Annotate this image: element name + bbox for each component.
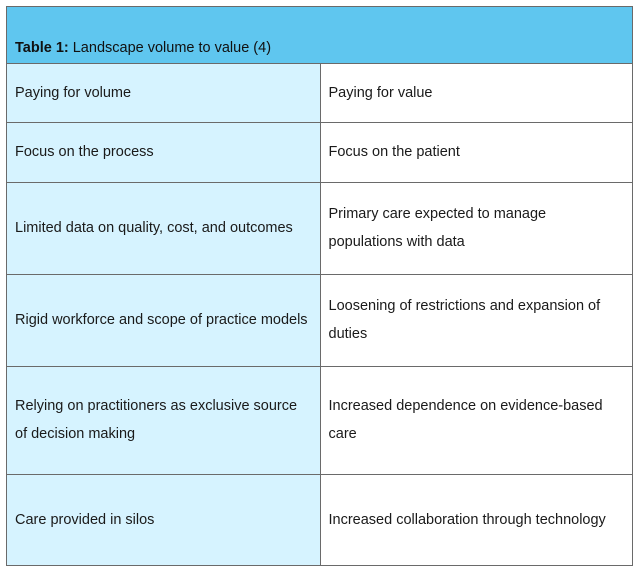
table-row: Relying on practitioners as exclusive so… (7, 366, 632, 475)
value-cell: Loosening of restrictions and expansion … (320, 274, 632, 367)
comparison-table: Table 1: Landscape volume to value (4) P… (6, 6, 633, 566)
value-cell: Primary care expected to manage populati… (320, 182, 632, 275)
value-cell: Increased dependence on evidence-based c… (320, 366, 632, 475)
volume-cell: Focus on the process (7, 122, 321, 183)
table-row: Focus on the process Focus on the patien… (7, 122, 632, 183)
table-caption-text: Landscape volume to value (4) (68, 40, 272, 56)
value-cell: Increased collaboration through technolo… (320, 474, 632, 565)
table-row: Limited data on quality, cost, and outco… (7, 182, 632, 275)
table-row: Care provided in silos Increased collabo… (7, 474, 632, 565)
table-row: Rigid workforce and scope of practice mo… (7, 274, 632, 367)
table-caption: Table 1: Landscape volume to value (4) (7, 7, 632, 64)
volume-cell: Limited data on quality, cost, and outco… (7, 182, 321, 275)
volume-cell: Paying for volume (7, 64, 321, 123)
volume-cell: Relying on practitioners as exclusive so… (7, 366, 321, 475)
volume-cell: Care provided in silos (7, 474, 321, 565)
table-body: Paying for volume Paying for value Focus… (7, 64, 632, 565)
table-row: Paying for volume Paying for value (7, 64, 632, 123)
table-caption-label: Table 1: (15, 40, 69, 56)
volume-cell: Rigid workforce and scope of practice mo… (7, 274, 321, 367)
value-cell: Paying for value (320, 64, 632, 123)
value-cell: Focus on the patient (320, 122, 632, 183)
